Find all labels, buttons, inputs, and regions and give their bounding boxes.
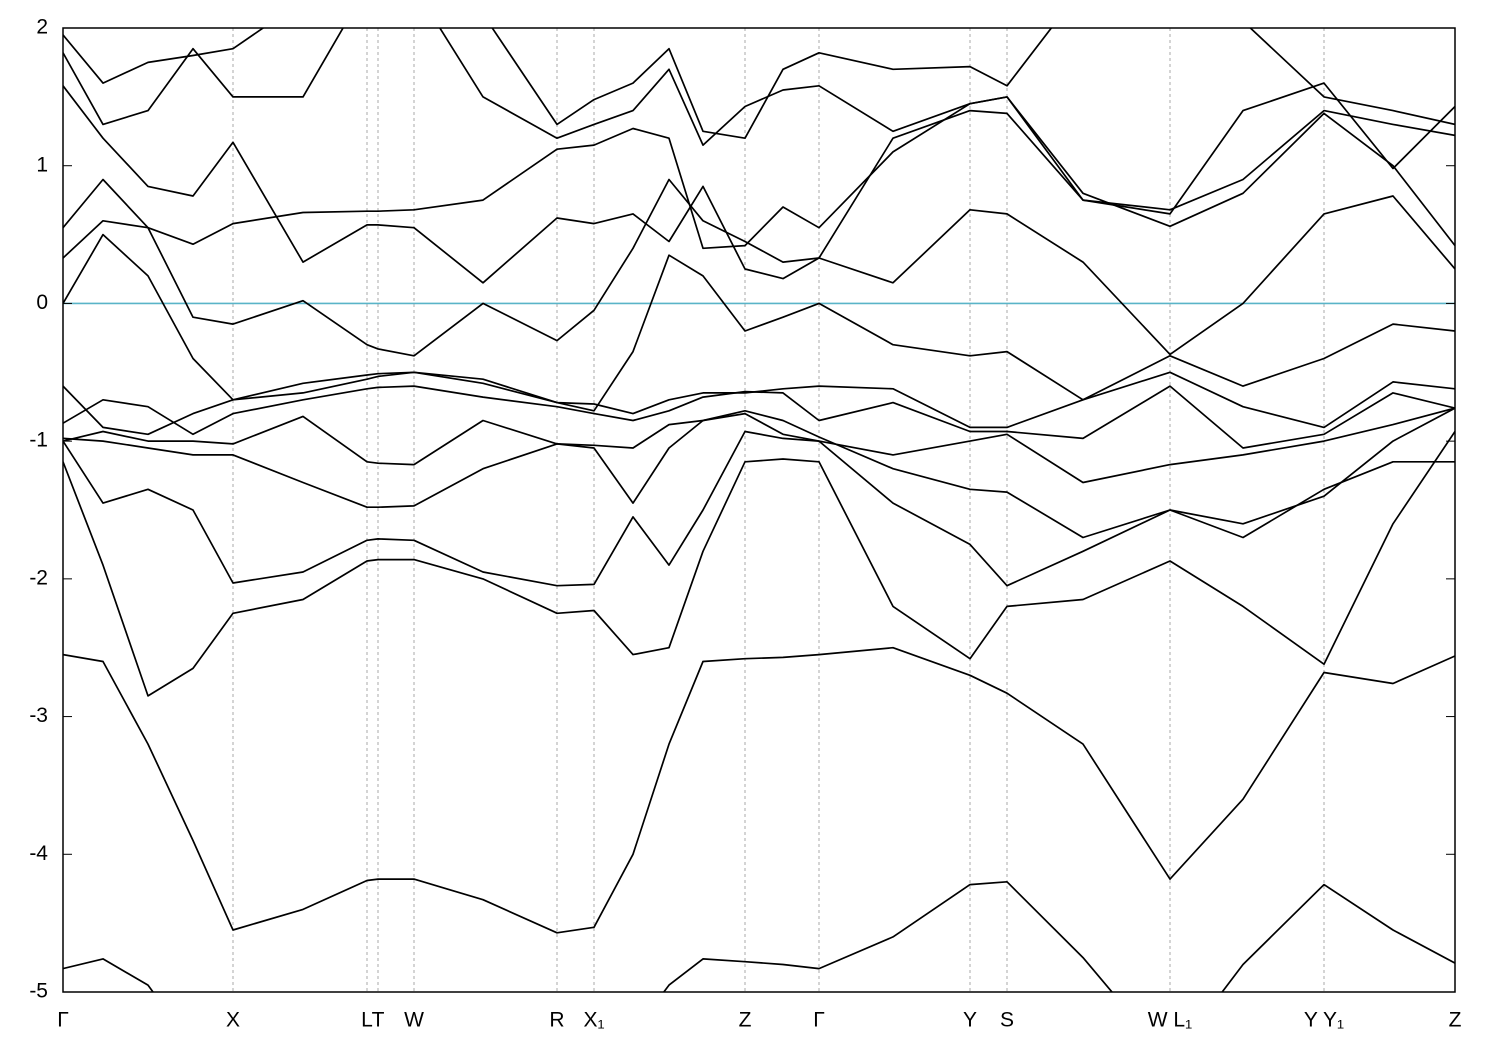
band-line bbox=[63, 96, 1455, 250]
y-tick-label: -2 bbox=[29, 566, 48, 589]
x-tick-label: Y bbox=[963, 1009, 977, 1032]
grid bbox=[62, 28, 1456, 992]
x-tick-label: W L₁ bbox=[1148, 1009, 1192, 1032]
y-tick-label: -5 bbox=[29, 980, 48, 1003]
plot-frame bbox=[62, 27, 1456, 993]
band-line bbox=[63, 85, 1455, 284]
band-line bbox=[63, 407, 1455, 484]
y-tick-label: 0 bbox=[36, 291, 48, 314]
y-tick-label: -4 bbox=[29, 842, 48, 865]
band-line bbox=[63, 385, 1455, 449]
band-line bbox=[63, 407, 1455, 539]
x-tick-label: Γ bbox=[813, 1009, 825, 1032]
x-tick-label: Z bbox=[739, 1009, 752, 1032]
band-line bbox=[63, 646, 1455, 934]
band-line bbox=[63, 880, 1455, 992]
band-line bbox=[63, 371, 1455, 436]
x-tick-label: S bbox=[1000, 1009, 1014, 1032]
x-tick-label: X bbox=[226, 1009, 240, 1032]
y-tick-label: 1 bbox=[36, 153, 48, 176]
band-line bbox=[63, 28, 1455, 140]
x-tick-label: X₁ bbox=[583, 1009, 604, 1032]
y-tick-label: -3 bbox=[29, 704, 48, 727]
band-line bbox=[63, 28, 1455, 215]
plot-area bbox=[63, 28, 1455, 992]
y-tick-label: 2 bbox=[36, 16, 48, 39]
band-line bbox=[63, 430, 1455, 587]
x-tick-label: W bbox=[404, 1009, 424, 1032]
x-tick-label: Γ bbox=[57, 1009, 69, 1032]
x-tick-label: L bbox=[361, 1009, 373, 1032]
x-tick-label: T bbox=[372, 1009, 385, 1032]
band-line bbox=[63, 178, 1455, 357]
y-tick-label: -1 bbox=[29, 429, 48, 452]
band-line bbox=[63, 233, 1455, 412]
band-line bbox=[63, 431, 1455, 697]
x-tick-label: Z bbox=[1449, 1009, 1462, 1032]
x-tick-label: R bbox=[549, 1009, 564, 1032]
x-tick-label: Y Y₁ bbox=[1304, 1009, 1344, 1032]
axis-labels: -5 -4 -3 -2 -1 0 1 2 Γ X LT W R X₁ Z Γ Y S W L₁ Y Y₁ Z bbox=[29, 16, 1461, 1032]
